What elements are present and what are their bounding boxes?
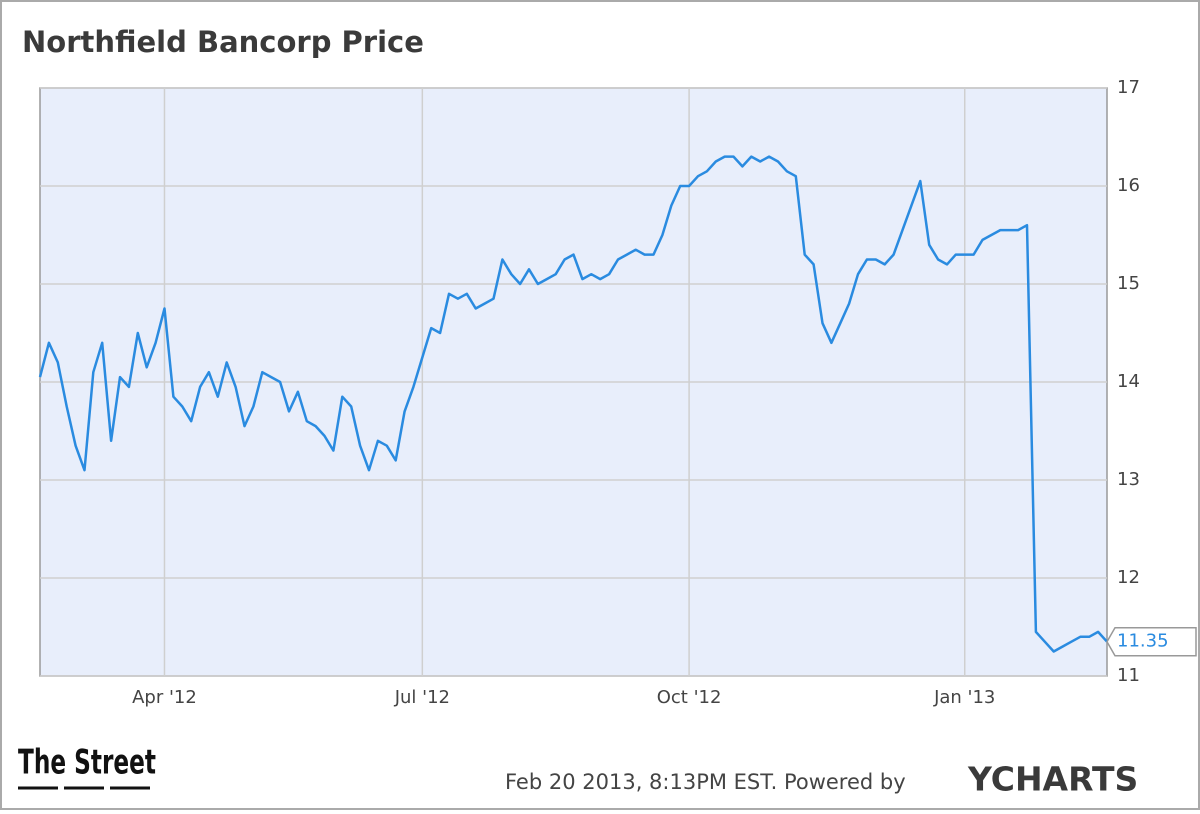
chart-title: Northfield Bancorp Price [22, 25, 424, 59]
y-tick-label: 15 [1117, 273, 1140, 294]
x-tick-label: Oct '12 [657, 687, 722, 708]
y-tick-label: 16 [1117, 175, 1140, 196]
last-value-box [1106, 626, 1197, 657]
y-tick-label: 11 [1117, 665, 1140, 686]
brand: YCHARTS [967, 760, 1138, 799]
y-tick-label: 17 [1117, 77, 1140, 98]
footer: Feb 20 2013, 8:13PM EST. Powered by [505, 770, 906, 794]
x-tick-label: Apr '12 [132, 687, 197, 708]
price-line [38, 155, 1108, 653]
y-tick-label: 14 [1117, 371, 1140, 392]
last-value-label: 11.35 [1117, 631, 1169, 652]
x-tick-label: Jul '12 [394, 687, 450, 708]
logo: The Street [18, 743, 156, 783]
y-tick-label: 13 [1117, 469, 1140, 490]
x-tick-label: Jan '13 [933, 687, 995, 708]
y-tick-label: 12 [1117, 567, 1140, 588]
last-value-tag: 11.35 [1106, 626, 1197, 657]
